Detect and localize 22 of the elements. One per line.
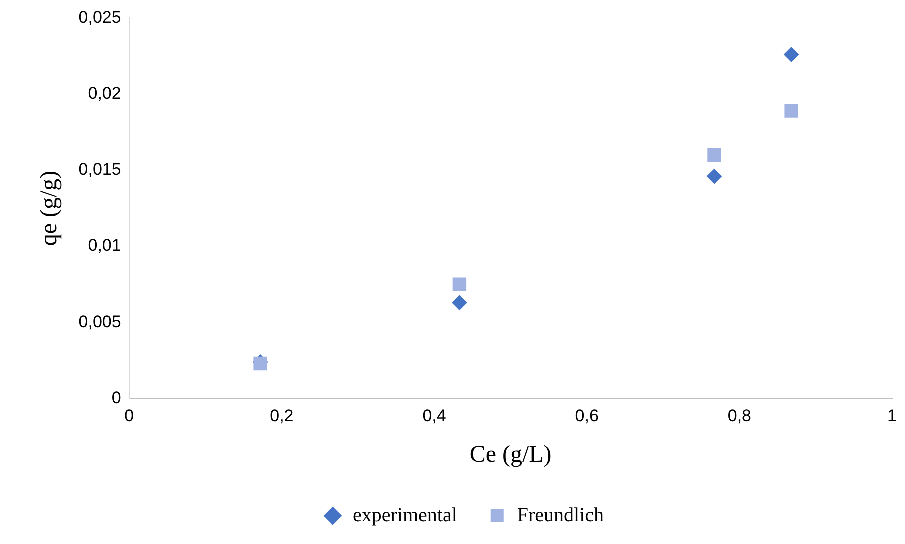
y-tick-label: 0,025 bbox=[78, 8, 122, 27]
y-tick-label: 0,02 bbox=[88, 84, 122, 104]
point bbox=[784, 104, 798, 118]
x-tick-label: 0,2 bbox=[270, 406, 294, 426]
y-tick-label: 0,005 bbox=[78, 312, 122, 332]
x-tick-label: 1 bbox=[888, 406, 898, 426]
point bbox=[452, 278, 467, 292]
x-tick-label: 0,6 bbox=[575, 406, 599, 426]
legend-label: Freundlich bbox=[517, 504, 604, 526]
legend-label: experimental bbox=[352, 504, 458, 526]
point bbox=[452, 295, 468, 310]
y-tick-label: 0,015 bbox=[78, 160, 122, 180]
x-tick-label: 0,8 bbox=[728, 406, 752, 426]
point bbox=[708, 148, 722, 162]
x-axis-title: Ce (g/L) bbox=[470, 442, 552, 468]
y-tick-label: 0,01 bbox=[88, 236, 122, 256]
y-tick-label: 0 bbox=[112, 388, 122, 408]
x-tick-label: 0,4 bbox=[422, 406, 446, 426]
point bbox=[784, 47, 800, 62]
x-tick-label: 0 bbox=[124, 406, 134, 426]
point bbox=[707, 169, 722, 184]
y-axis-title: qe (g/g) bbox=[36, 170, 63, 246]
